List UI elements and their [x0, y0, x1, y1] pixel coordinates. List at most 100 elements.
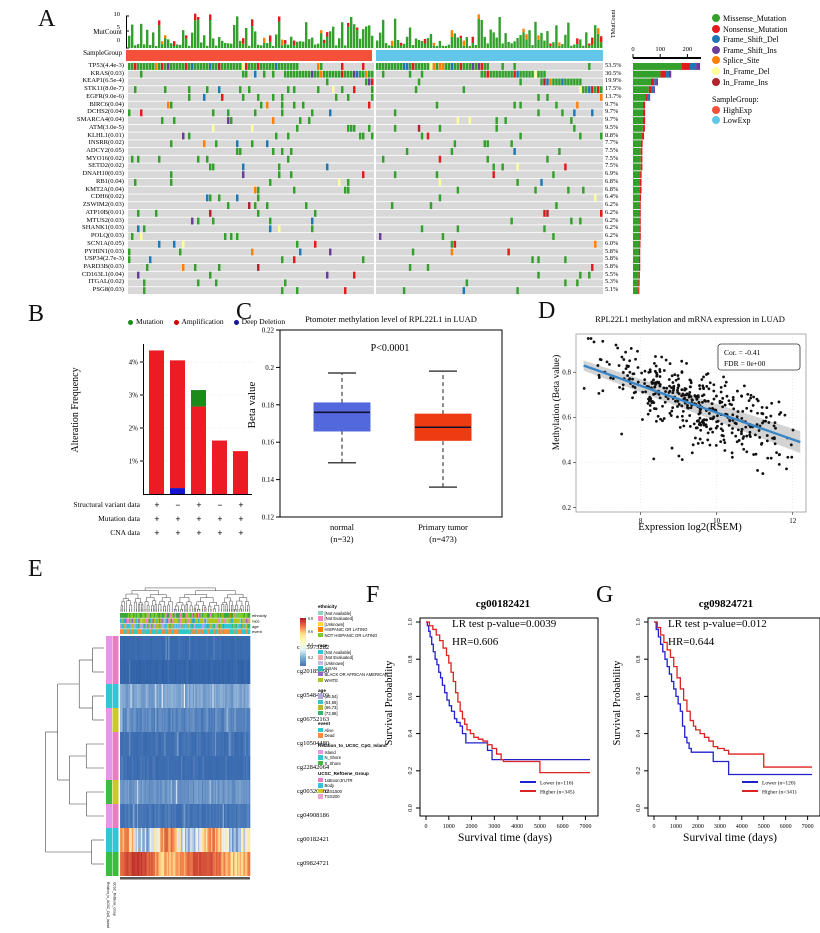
- legend-swatch-icon: [318, 705, 323, 710]
- legend-swatch-icon: [318, 616, 323, 621]
- legend-group-item: HISPANIC OR LATINO: [318, 627, 367, 632]
- legend-swatch-icon: [318, 627, 323, 632]
- gene-label: STK11(8.0e-7): [84, 85, 124, 93]
- svg-text:3000: 3000: [488, 824, 500, 830]
- legend-swatch-icon: [318, 794, 323, 799]
- oncoplot-heatmap: [128, 63, 603, 295]
- matrix-cell: +: [238, 528, 244, 538]
- svg-text:6000: 6000: [780, 824, 792, 830]
- legend-swatch-icon: [318, 621, 323, 627]
- svg-text:0.12: 0.12: [262, 514, 275, 522]
- heatmap-row-label: cg00182421: [297, 836, 330, 843]
- tmutcount-axis-label: TMutCount: [611, 9, 617, 38]
- svg-text:7000: 7000: [802, 824, 814, 830]
- legend-item-missense_mutation: Missense_Mutation: [712, 14, 787, 25]
- b-legend-item: Amplification: [173, 317, 224, 326]
- svg-text:100: 100: [655, 46, 665, 53]
- svg-text:2000: 2000: [466, 824, 478, 830]
- gene-percent: 9.7%: [605, 108, 619, 116]
- svg-text:0.4: 0.4: [408, 730, 414, 738]
- gene-percent: 5.8%: [605, 262, 619, 270]
- gene-percent: 6.2%: [605, 216, 619, 224]
- svg-text:0.18: 0.18: [262, 401, 275, 409]
- panel-label-g: G: [596, 582, 614, 608]
- gene-label: ADCY2(0.05): [86, 147, 124, 155]
- heatmap-row-label: cg15975282: [297, 644, 330, 651]
- svg-text:0.8: 0.8: [636, 655, 642, 663]
- svg-text:1.0: 1.0: [636, 618, 642, 626]
- samplegroup-axis-label: SampleGroup: [83, 49, 122, 57]
- panel-label-a: A: [38, 6, 56, 32]
- boxplot-ylabel: Beta value: [246, 381, 258, 429]
- legend-group-item: Island: [318, 749, 336, 755]
- gene-label: PYHIN1(0.03): [84, 247, 124, 255]
- km-title-g: cg09824721: [698, 598, 754, 610]
- legend-swatch-icon: [318, 655, 323, 660]
- svg-text:12: 12: [789, 517, 797, 525]
- heatmap-row-label: cg06752163: [297, 716, 330, 723]
- legend-swatch-icon: [712, 116, 720, 125]
- gene-percent: 5.1%: [605, 286, 619, 294]
- gene-label: RB1(0.04): [95, 177, 124, 185]
- legend-swatch-icon: [318, 660, 323, 666]
- svg-text:1%: 1%: [129, 458, 139, 466]
- legend-swatch-icon: [712, 56, 720, 65]
- gene-label: PARD3B(0.03): [83, 262, 124, 270]
- gene-percent: 7.5%: [605, 162, 619, 170]
- gene-percent: 17.5%: [605, 85, 622, 93]
- matrix-cell: +: [217, 528, 223, 538]
- svg-text:Lower (n=116): Lower (n=116): [540, 779, 573, 786]
- mutation-type-legend: Missense_Mutation Nonsense_Mutation Frame_…: [712, 14, 787, 127]
- gene-label: MTUS2(0.03): [86, 216, 124, 224]
- legend-swatch-icon: [318, 677, 323, 682]
- legend-group-item: [Not Evaluated]: [318, 616, 353, 621]
- gene-percent: 6.9%: [605, 170, 619, 178]
- svg-text:0.2: 0.2: [562, 504, 571, 512]
- svg-text:0.22: 0.22: [262, 327, 275, 335]
- gene-label: USP34(2.7e-3): [84, 255, 124, 263]
- heatmap-row-label: cg04908186: [297, 812, 330, 819]
- legend-group-item: S_Shore: [318, 760, 341, 766]
- legend-swatch-icon: [712, 35, 720, 44]
- gene-percent: 19.9%: [605, 77, 622, 85]
- matrix-cell: +: [154, 514, 160, 524]
- svg-text:0.0: 0.0: [636, 804, 642, 812]
- svg-text:age: age: [252, 624, 259, 629]
- gene-label: CD163L1(0.04): [81, 270, 124, 278]
- svg-text:1000: 1000: [670, 824, 682, 830]
- gene-label: PSG8(0.03): [92, 286, 124, 294]
- samplegroup-bar-lowexp: [376, 50, 603, 61]
- gene-percent: 9.7%: [605, 116, 619, 124]
- gene-label: MYO16(0.02): [86, 154, 124, 162]
- matrix-cell: +: [196, 514, 202, 524]
- km-ylabel-g: Survival Probability: [612, 660, 623, 746]
- svg-text:5000: 5000: [534, 824, 546, 830]
- samplegroup-bar-highexp: [126, 50, 372, 61]
- svg-text:7000: 7000: [579, 824, 591, 830]
- legend-group-item: [Not Evaluated]: [318, 655, 353, 660]
- svg-text:(n=473): (n=473): [429, 534, 457, 544]
- b-legend-item: Deep Deletion: [233, 317, 285, 326]
- gene-percent: 13.7%: [605, 92, 622, 100]
- legend-swatch-icon: [318, 733, 323, 738]
- panel-label-f: F: [366, 582, 380, 608]
- legend-swatch-icon: [318, 666, 323, 671]
- legend-swatch-icon: [318, 755, 323, 760]
- colorbar-tick: 0.2: [308, 655, 313, 660]
- scatter-plot: 8 10 12 0.2 0.4 0.6 0.8 Cor. = -0.41 FDR = 0e+00: [562, 333, 807, 525]
- km-stats1-g: LR test p-value=0.012: [668, 618, 767, 630]
- legend-group-item: (23,54]: [318, 694, 338, 699]
- svg-text:0.6: 0.6: [562, 414, 571, 422]
- legend-group-item: [Unknown]: [318, 621, 344, 627]
- gene-percent: 5.8%: [605, 255, 619, 263]
- gene-percent: 30.5%: [605, 69, 622, 77]
- matrix-row-label: Mutation data: [98, 514, 140, 523]
- legend-swatch-icon: [318, 699, 323, 705]
- gene-label: EGFR(9.0e-6): [86, 92, 124, 100]
- mutation-count-track: [126, 13, 603, 49]
- svg-text:5000: 5000: [758, 824, 770, 830]
- matrix-cell: −: [175, 500, 181, 510]
- heatmap-colorbar: [300, 618, 306, 666]
- matrix-cell: +: [154, 528, 160, 538]
- svg-text:0.8: 0.8: [408, 655, 414, 663]
